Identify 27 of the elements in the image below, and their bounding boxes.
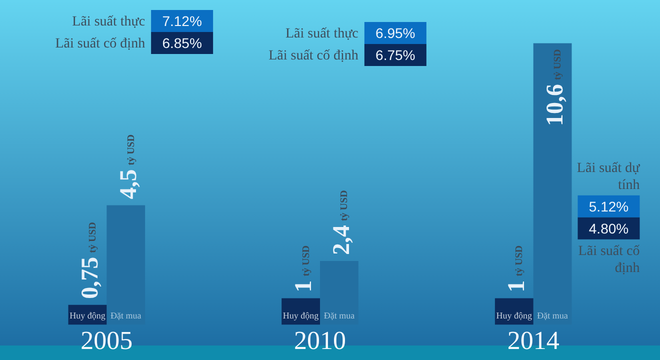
data-label: 10,6 tỷ USD bbox=[542, 49, 569, 126]
text: Huy động bbox=[496, 310, 532, 321]
data-label: 0,75 tỷ USD bbox=[77, 222, 104, 299]
x-tick-label: 2010 bbox=[294, 326, 346, 356]
text: 7.12% bbox=[162, 12, 202, 29]
data-label: 4,5 tỷ USD bbox=[116, 134, 142, 200]
annotation: Lãi suất cố định bbox=[55, 36, 146, 52]
text: Đặt mua bbox=[324, 310, 355, 321]
text: Lãi suất thực bbox=[72, 14, 146, 30]
text: 6.95% bbox=[376, 24, 416, 41]
annotation: 6.75% bbox=[376, 46, 416, 63]
x-tick-label: 2014 bbox=[507, 326, 560, 356]
annotation: Lãi suất cố định bbox=[268, 48, 358, 64]
text: Lãi suất thực bbox=[285, 26, 358, 42]
series-label: Đặt mua bbox=[537, 310, 568, 321]
annotation: Lãi suất cố định bbox=[578, 244, 640, 276]
series-label: Huy động bbox=[282, 310, 320, 321]
x-tick-label: 2005 bbox=[80, 326, 133, 356]
data-label: 1 tỷ USD bbox=[290, 245, 317, 292]
annotation: Lãi suất dự tính bbox=[576, 161, 640, 194]
text: Đặt mua bbox=[110, 310, 142, 321]
annotation: 5.12% bbox=[588, 198, 629, 214]
data-label: 2,4 tỷ USD bbox=[329, 190, 356, 256]
text: Huy động bbox=[70, 310, 106, 321]
data-label: 1 tỷ USD bbox=[504, 245, 530, 292]
annotation: 4.80% bbox=[588, 220, 629, 236]
annotation: 6.85% bbox=[162, 34, 202, 51]
